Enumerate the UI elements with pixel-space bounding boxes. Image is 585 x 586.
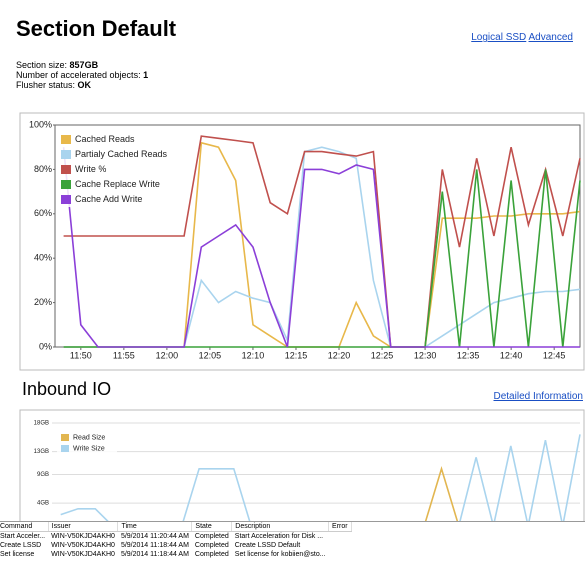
- table-cell: WIN-V50KJD4AKH0: [51, 551, 115, 558]
- info-row: Number of accelerated objects: 1: [16, 70, 148, 80]
- table-cell: Set license: [0, 551, 35, 558]
- x-tick-label: 12:45: [543, 350, 566, 360]
- table-cell: 5/9/2014 11:18:44 AM: [120, 542, 189, 549]
- table-cell: Completed: [194, 542, 229, 549]
- x-tick-label: 11:50: [70, 350, 92, 360]
- series-line: [60, 466, 580, 527]
- table-cell: 5/9/2014 11:20:44 AM: [120, 533, 189, 540]
- table-cell: Completed: [194, 533, 229, 540]
- y-tick-label: 9GB: [37, 472, 49, 478]
- links: Logical SSD Advanced: [471, 32, 573, 43]
- info-label: Flusher status:: [16, 80, 76, 90]
- series-line: [63, 135, 581, 348]
- x-tick-label: 12:05: [199, 350, 222, 360]
- info-value: 1: [143, 70, 149, 80]
- legend-swatch: [61, 445, 69, 452]
- legend-label: Cached Reads: [75, 134, 135, 144]
- x-tick-label: 12:40: [500, 350, 523, 360]
- y-tick-label: 18GB: [34, 421, 49, 427]
- y-tick-label: 100%: [29, 119, 52, 129]
- info-value: OK: [77, 80, 92, 90]
- table-cell: Start Acceleration for Disk ...: [234, 533, 324, 540]
- legend-swatch: [61, 195, 71, 204]
- column-header: Error: [328, 522, 352, 532]
- y-tick-label: 80%: [34, 164, 52, 174]
- column-header: Time: [117, 522, 193, 532]
- page-title: Section Default: [16, 16, 177, 41]
- y-tick-label: 20%: [34, 297, 52, 307]
- legend-label: Cache Add Write: [75, 194, 142, 204]
- x-tick-label: 11:55: [113, 350, 135, 360]
- series-line: [60, 434, 581, 527]
- legend-label: Partialy Cached Reads: [75, 149, 168, 159]
- advanced-link[interactable]: Advanced: [528, 32, 573, 43]
- column-header: State: [191, 522, 233, 532]
- y-tick-label: 0%: [39, 341, 52, 351]
- info-label: Number of accelerated objects:: [16, 70, 141, 80]
- info: Section size: 857GB Number of accelerate…: [16, 60, 148, 90]
- table-cell: Set license for kobiien@sto...: [234, 551, 326, 558]
- command-table: Command Issuer Time State Description Error St…: [0, 521, 585, 586]
- x-tick-label: 12:30: [414, 350, 437, 360]
- legend-swatch: [61, 150, 71, 159]
- table-row: Create LSSD WIN-V50KJD4AKH0 5/9/2014 11:18…: [0, 541, 351, 550]
- series-line: [62, 147, 580, 348]
- y-tick-label: 4GB: [37, 501, 49, 507]
- y-tick-label: 60%: [34, 208, 52, 218]
- info-row: Flusher status: OK: [16, 80, 148, 90]
- table-row: Start Acceler... WIN-V50KJD4AKH0 5/9/2014 …: [0, 532, 351, 542]
- x-tick-label: 12:25: [371, 350, 394, 360]
- legend-label: Write Size: [73, 445, 105, 452]
- x-tick-label: 12:20: [328, 350, 351, 360]
- info-label: Section size:: [16, 60, 68, 70]
- info-value: 857GB: [69, 60, 99, 70]
- legend-label: Read Size: [73, 434, 105, 441]
- table-cell: WIN-V50KJD4AKH0: [51, 542, 115, 549]
- x-tick-label: 12:15: [285, 350, 308, 360]
- table: Command Issuer Time State Description Error St…: [0, 522, 352, 559]
- info-row: Section size: 857GB: [16, 60, 148, 70]
- table-cell: Create LSSD Default: [234, 542, 301, 549]
- x-tick-label: 12:35: [457, 350, 480, 360]
- x-tick-label: 12:00: [156, 350, 179, 360]
- column-header: Description: [231, 522, 330, 532]
- table-row: Set license WIN-V50KJD4AKH0 5/9/2014 11:18…: [0, 550, 351, 559]
- legend-swatch: [61, 180, 71, 189]
- legend-box: [57, 128, 170, 207]
- chart-title: Inbound IO: [22, 379, 112, 399]
- legend-swatch: [61, 434, 69, 441]
- y-tick-label: 40%: [34, 253, 52, 263]
- x-tick-label: 12:10: [242, 350, 265, 360]
- legend-label: Write %: [75, 164, 106, 174]
- y-tick-label: 13GB: [34, 449, 49, 455]
- logical-ssd-link[interactable]: Logical SSD: [471, 32, 527, 43]
- legend-swatch: [61, 135, 71, 144]
- legend-swatch: [61, 165, 71, 174]
- detail-link[interactable]: Detailed Information: [493, 391, 584, 402]
- column-header: Command: [0, 522, 49, 532]
- chart-frame: [19, 112, 585, 371]
- table-cell: WIN-V50KJD4AKH0: [51, 533, 115, 540]
- column-header: Issuer: [48, 522, 119, 532]
- table-cell: 5/9/2014 11:18:44 AM: [120, 551, 189, 558]
- legend-label: Cache Replace Write: [75, 179, 160, 189]
- table-cell: Start Acceler...: [0, 533, 46, 540]
- table-cell: Create LSSD: [0, 542, 42, 549]
- table-cell: Completed: [194, 551, 229, 558]
